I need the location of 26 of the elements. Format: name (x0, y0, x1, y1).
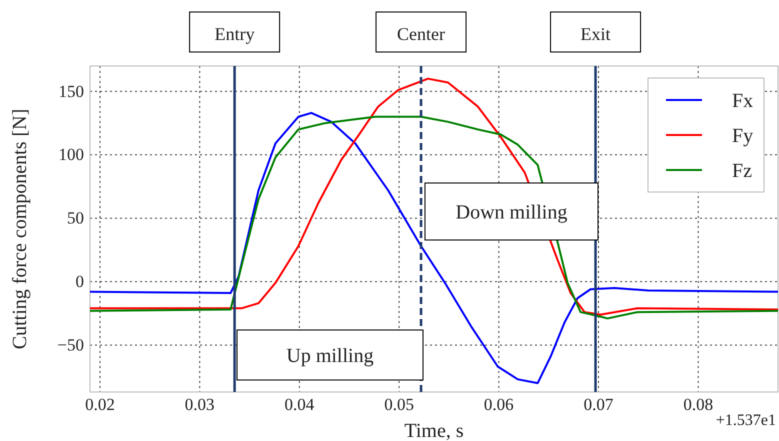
x-tick-label: 0.04 (284, 395, 315, 414)
x-axis-title: Time, s (404, 420, 464, 441)
text: +1.537e1 (716, 412, 776, 429)
y-tick-label: −50 (57, 336, 84, 355)
ref-line-label: Center (397, 24, 446, 44)
annotation: Up milling (286, 345, 374, 367)
ref-line-label: Exit (580, 24, 611, 44)
x-tick-label: 0.02 (85, 395, 115, 414)
x-tick-label: 0.07 (584, 395, 614, 414)
line-series (89, 112, 779, 384)
y-tick-label: 150 (58, 82, 84, 101)
ref-line-label: Entry (214, 24, 255, 44)
annotation: Down milling (456, 202, 568, 224)
x-tick-label: 0.03 (184, 395, 215, 414)
legend-label: Fz (732, 160, 752, 182)
y-axis-title: Cutting force components [N] (9, 108, 31, 350)
x-tick-label: 0.05 (384, 395, 414, 414)
line-series (89, 78, 779, 316)
legend-label: Fx (732, 90, 754, 112)
legend-label: Fy (732, 125, 754, 147)
y-tick-label: 100 (58, 145, 84, 164)
x-tick-label: 0.08 (683, 395, 714, 414)
y-tick-label: 0 (76, 272, 84, 292)
x-tick-label: 0.06 (484, 395, 514, 414)
y-tick-label: 50 (67, 208, 84, 228)
line-series (89, 116, 779, 320)
